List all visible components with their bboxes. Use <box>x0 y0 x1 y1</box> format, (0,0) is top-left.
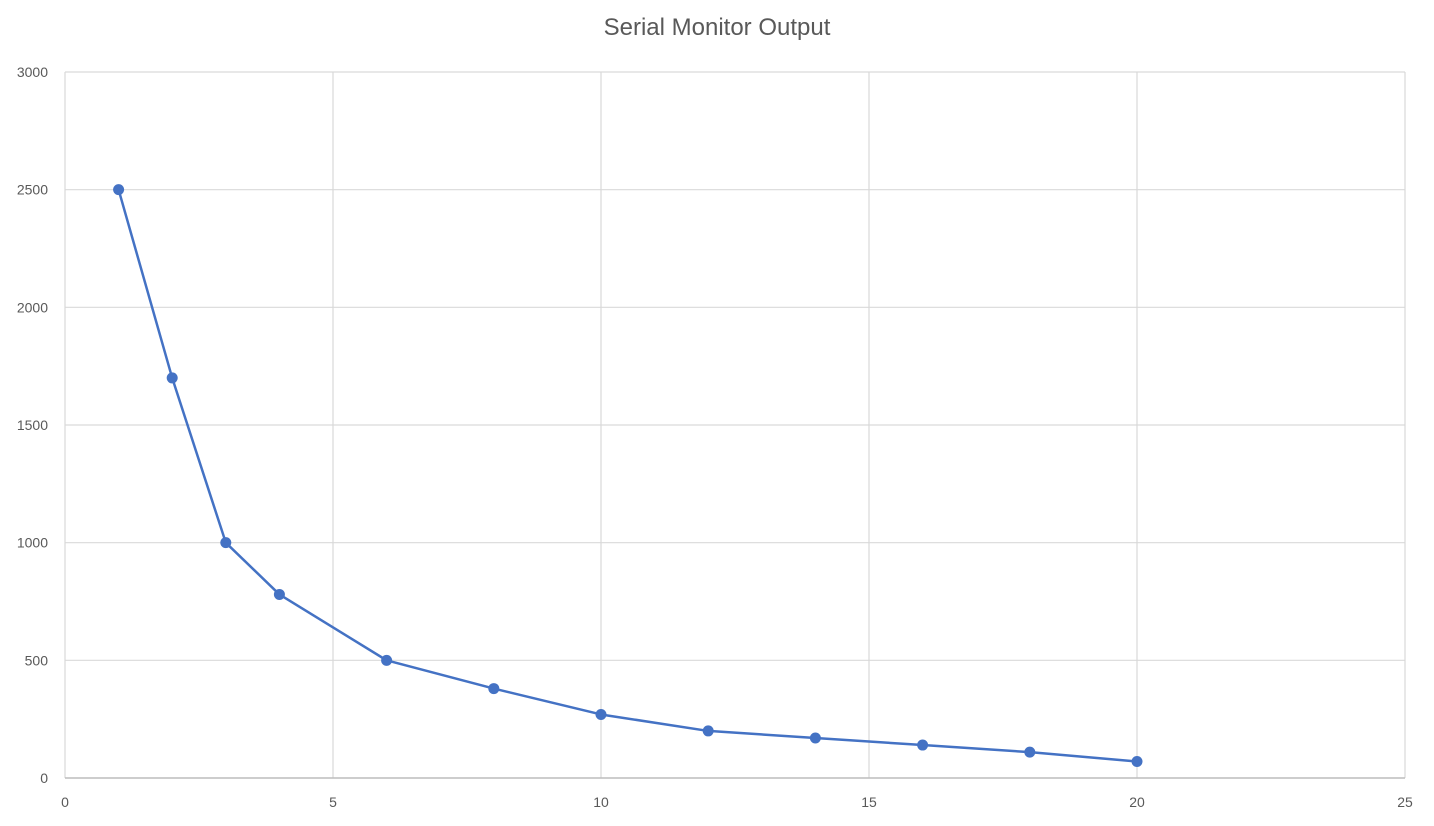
series-layer <box>113 184 1143 768</box>
data-point <box>488 683 500 695</box>
data-point <box>1024 746 1036 758</box>
x-tick-label: 20 <box>1129 794 1145 810</box>
chart-title: Serial Monitor Output <box>603 14 831 41</box>
x-tick-label: 15 <box>861 794 877 810</box>
x-tick-label: 0 <box>61 794 69 810</box>
x-tick-label: 5 <box>329 794 337 810</box>
data-point <box>166 372 178 384</box>
y-tick-label: 3000 <box>17 64 48 80</box>
data-point <box>809 732 821 744</box>
data-point <box>220 537 232 549</box>
y-tick-label: 1500 <box>17 417 48 433</box>
grid-layer <box>64 71 1406 779</box>
x-tick-label: 25 <box>1397 794 1413 810</box>
axis-layer: 0 500 1000 1500 2000 2500 3000 0 5 10 15 20 25 <box>17 64 1413 810</box>
data-point <box>273 588 285 600</box>
x-tick-label: 10 <box>593 794 609 810</box>
y-tick-label: 1000 <box>17 535 48 551</box>
y-tick-label: 500 <box>25 652 49 668</box>
series-line <box>117 189 1138 763</box>
y-tick-label: 0 <box>40 770 48 786</box>
data-point <box>1131 756 1143 768</box>
data-point <box>595 708 607 720</box>
data-point <box>702 725 714 737</box>
y-tick-label: 2500 <box>17 182 48 198</box>
data-point <box>113 184 125 196</box>
y-tick-label: 2000 <box>17 299 48 315</box>
data-point <box>917 739 929 751</box>
data-point <box>381 654 393 666</box>
